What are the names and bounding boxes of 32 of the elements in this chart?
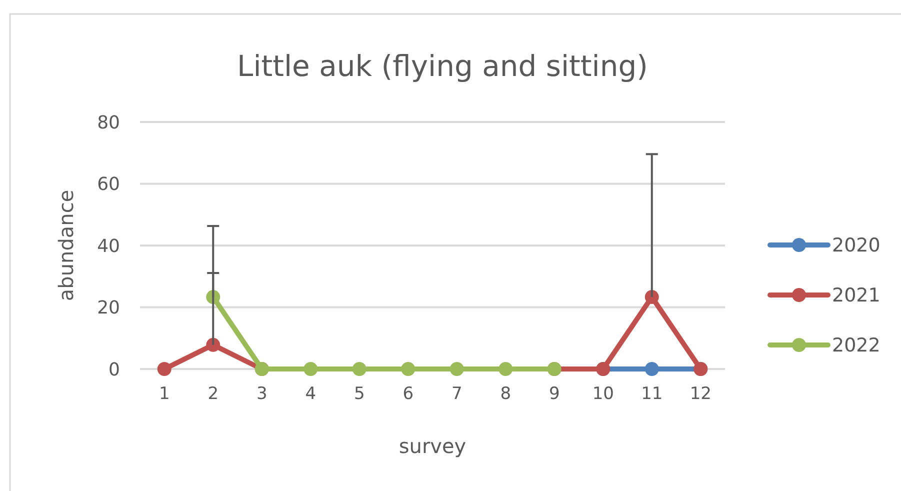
- y-axis-title: abundance: [54, 190, 78, 302]
- x-tick-label: 10: [592, 384, 614, 404]
- y-tick-label: 40: [97, 236, 120, 257]
- x-tick-label: 9: [548, 384, 560, 404]
- x-tick-label: 8: [500, 384, 512, 404]
- x-tick-label: 5: [354, 384, 365, 404]
- point: [450, 362, 464, 376]
- point: [352, 362, 366, 376]
- point: [498, 362, 513, 376]
- point: [304, 362, 318, 376]
- chart-title: Little auk (flying and sitting): [237, 49, 648, 83]
- y-tick-label: 80: [97, 112, 120, 134]
- point: [157, 362, 172, 376]
- x-tick-label: 2: [208, 384, 219, 404]
- legend-label: 2021: [832, 284, 880, 307]
- y-tick-label: 0: [108, 359, 120, 380]
- x-tick-label: 3: [256, 384, 268, 404]
- point: [644, 362, 659, 376]
- x-tick-label: 11: [641, 384, 663, 404]
- y-tick-label: 20: [97, 298, 120, 319]
- point: [644, 290, 659, 304]
- point: [401, 362, 416, 376]
- x-tick-label: 4: [305, 384, 316, 404]
- x-axis-title: survey: [398, 434, 466, 458]
- legend-label: 2022: [832, 334, 880, 357]
- point: [206, 338, 220, 352]
- legend-label: 2020: [832, 234, 880, 257]
- y-tick-label: 60: [97, 174, 120, 196]
- x-tick-label: 6: [402, 384, 414, 404]
- x-tick-label: 1: [158, 384, 170, 404]
- x-tick-label: 12: [690, 384, 712, 404]
- x-tick-label: 7: [451, 384, 462, 404]
